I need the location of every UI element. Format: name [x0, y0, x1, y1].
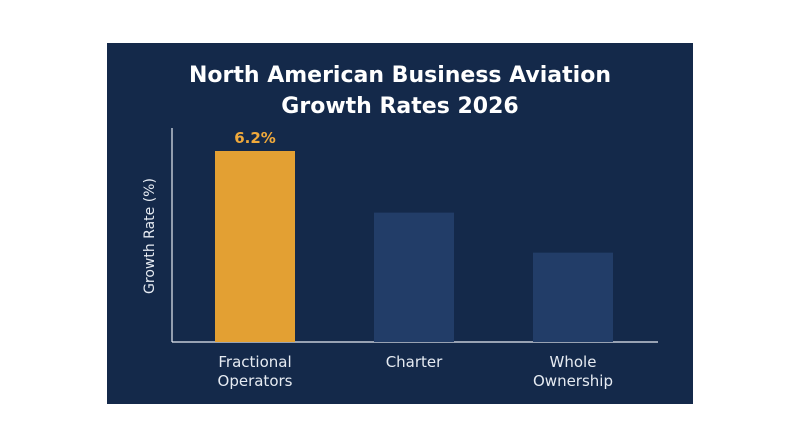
x-tick-label-1-line-2: Operators [218, 372, 293, 390]
x-tick-label-3-line-2: Ownership [533, 372, 613, 390]
y-axis-label: Growth Rate (%) [142, 178, 158, 294]
x-tick-label-3-line-1: Whole [550, 353, 597, 371]
data-label-1: 6.2% [234, 129, 276, 147]
chart-title: North American Business Aviation Growth R… [189, 63, 611, 119]
bar-2 [374, 212, 454, 342]
x-tick-label-1-line-1: Fractional [218, 353, 291, 371]
bar-3 [533, 252, 613, 342]
chart-title-line-1: North American Business Aviation [189, 63, 611, 88]
data-labels: 6.2% [234, 129, 276, 147]
x-tick-label-1: Fractional Operators [218, 353, 293, 390]
bar-1 [215, 151, 295, 342]
chart-title-line-2: Growth Rates 2026 [281, 94, 518, 119]
x-tick-label-2-line-1: Charter [386, 353, 443, 371]
x-tick-labels: Fractional Operators Charter Whole Ownership [218, 353, 613, 390]
bars [215, 151, 613, 342]
y-axis-label-group: Growth Rate (%) [142, 178, 158, 294]
x-tick-label-3: Whole Ownership [533, 353, 613, 390]
x-tick-label-2: Charter [386, 353, 443, 371]
